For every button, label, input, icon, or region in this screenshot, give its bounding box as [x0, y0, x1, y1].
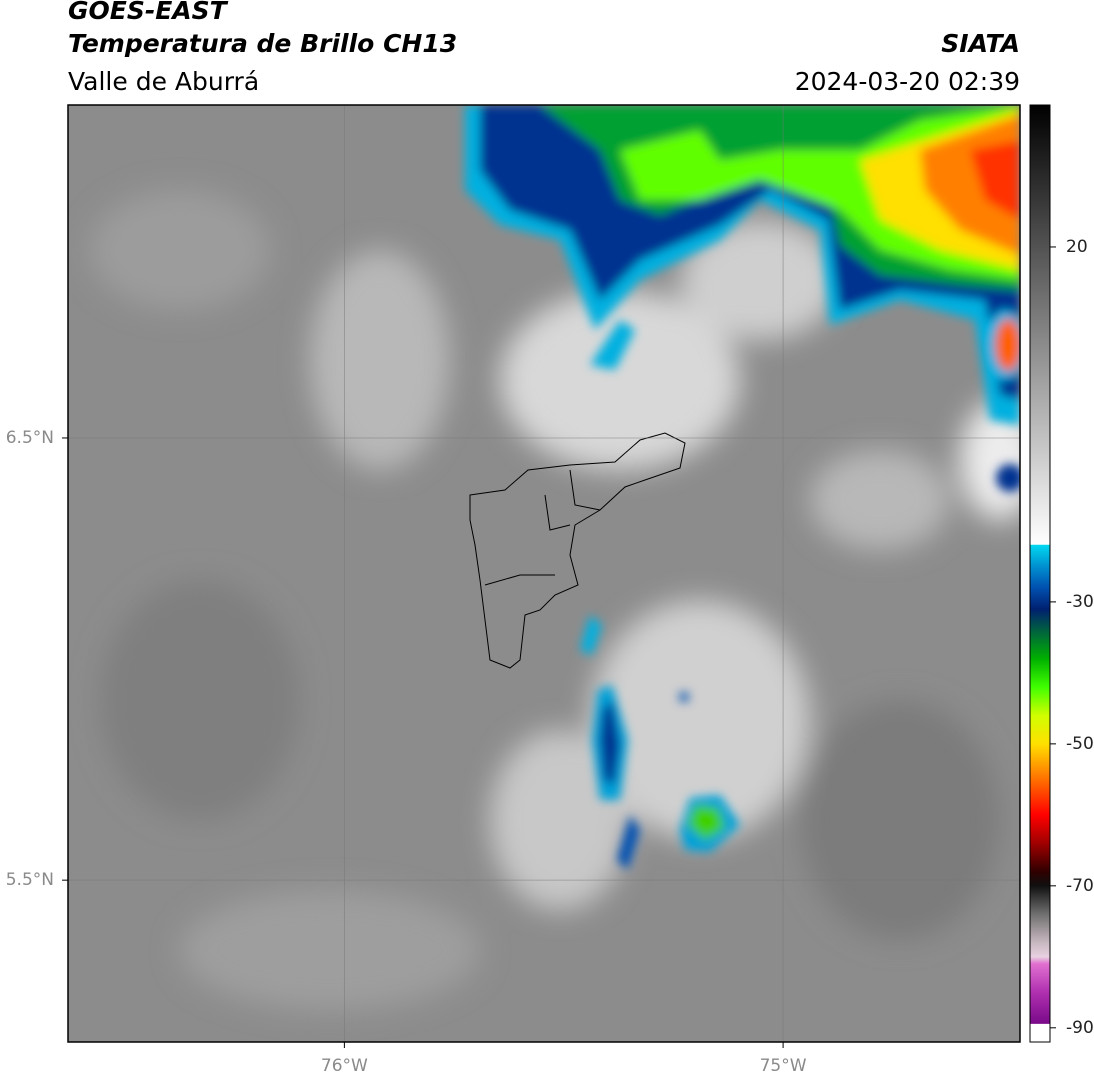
lat-label: 6.5°N [6, 428, 54, 448]
lon-label: 76°W [321, 1056, 368, 1076]
title: GOES-EAST [68, 0, 229, 25]
colorbar-label: -30 [1066, 592, 1094, 612]
lat-label: 5.5°N [6, 870, 54, 890]
colorbar-label: -90 [1066, 1018, 1094, 1038]
map-frame [67, 104, 1021, 1043]
subtitle: Temperatura de Brillo CH13 [68, 29, 457, 58]
colorbar-label: -50 [1066, 734, 1094, 754]
colorbar [1029, 104, 1051, 1043]
timestamp: 2024-03-20 02:39 [795, 67, 1020, 96]
colorbar-label: 20 [1066, 237, 1088, 257]
source: SIATA [941, 29, 1020, 58]
lon-label: 75°W [760, 1056, 807, 1076]
region: Valle de Aburrá [68, 67, 259, 96]
colorbar-label: -70 [1066, 876, 1094, 896]
satellite-image [68, 105, 1020, 1042]
graticule [62, 105, 1020, 1048]
